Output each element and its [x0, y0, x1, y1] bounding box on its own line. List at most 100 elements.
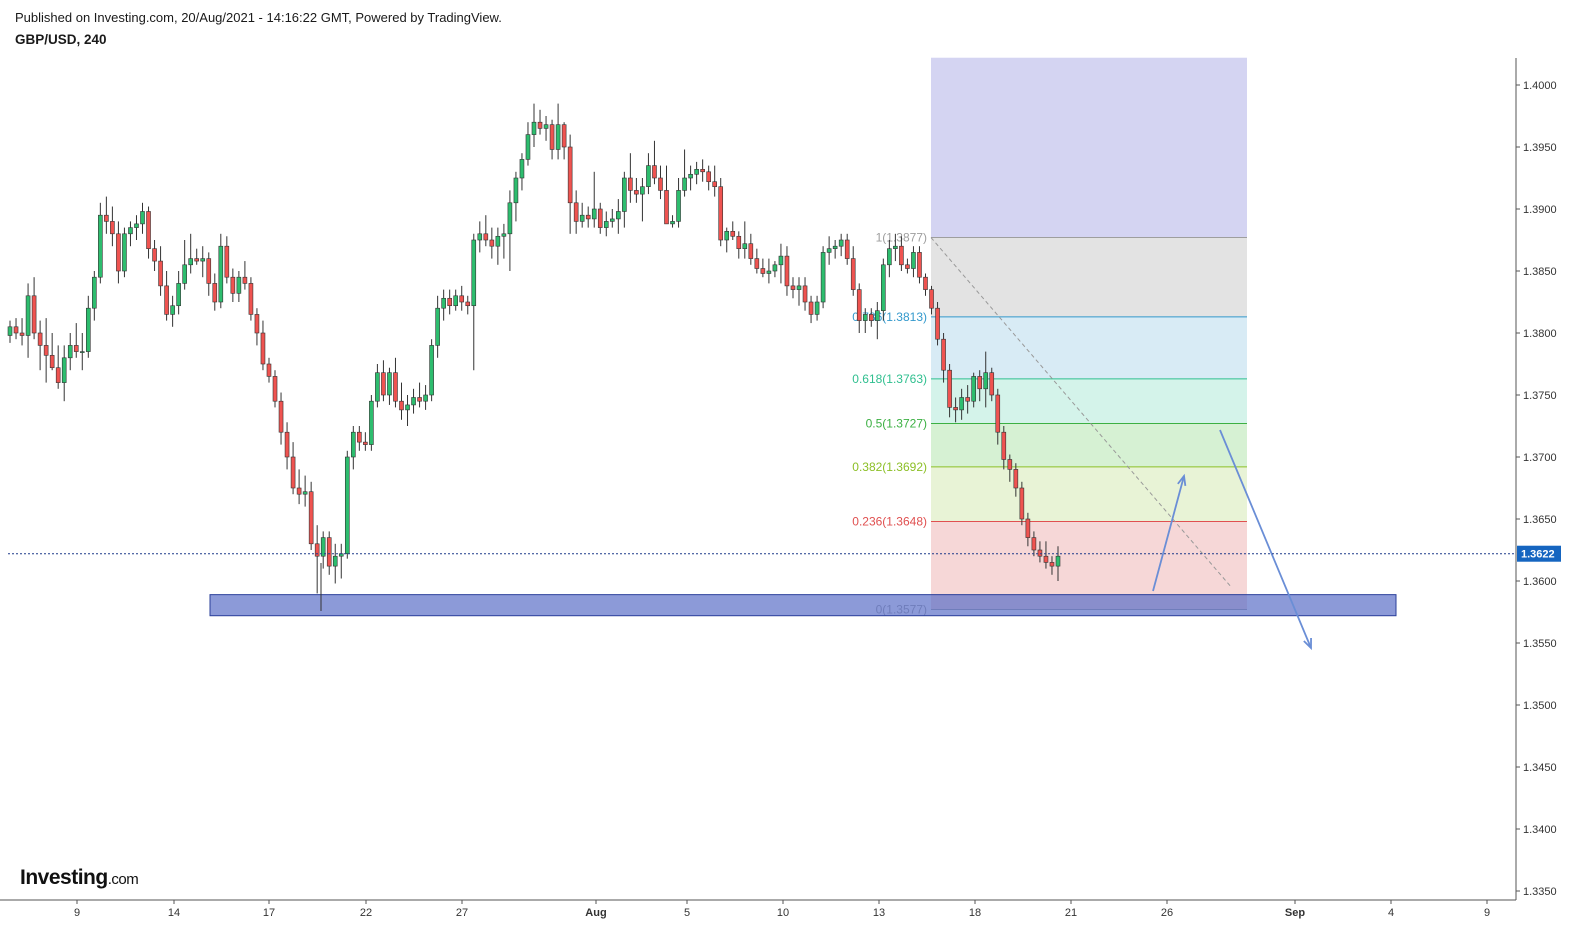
- candle: [128, 221, 133, 247]
- candle: [826, 236, 832, 265]
- candle: [790, 277, 796, 299]
- candle: [1007, 454, 1013, 482]
- candle: [284, 422, 290, 470]
- candle: [911, 246, 916, 278]
- candle: [875, 302, 880, 340]
- fibonacci-retracement[interactable]: 1(1.3877)0.786(1.3813)0.618(1.3763)0.5(1…: [852, 57, 1247, 617]
- candle: [489, 227, 495, 259]
- candle: [603, 211, 609, 237]
- candle: [164, 271, 169, 321]
- candle: [507, 190, 513, 271]
- candle: [399, 382, 404, 420]
- x-tick-label: Aug: [585, 907, 606, 919]
- candle: [609, 209, 615, 228]
- arrow-up[interactable]: [1152, 473, 1187, 592]
- candle: [98, 202, 103, 284]
- drawings-layer[interactable]: [8, 429, 1516, 651]
- candle: [122, 227, 127, 278]
- candle: [646, 153, 651, 195]
- candle: [525, 122, 531, 166]
- fib-band-3: [931, 423, 1247, 467]
- candle: [393, 357, 398, 408]
- candles-layer: [7, 103, 1061, 594]
- candle: [236, 271, 242, 302]
- candle: [465, 295, 471, 315]
- candle: [375, 364, 380, 408]
- candle: [381, 360, 386, 402]
- logo-main: Investing: [20, 866, 108, 889]
- candle: [929, 285, 934, 315]
- support-zone[interactable]: [209, 594, 1397, 617]
- candle: [332, 543, 338, 584]
- candle: [531, 103, 537, 147]
- support-zone-layer[interactable]: [209, 594, 1397, 617]
- candle: [694, 161, 699, 185]
- y-tick-label: 1.3450: [1523, 762, 1557, 774]
- candle: [736, 231, 742, 259]
- x-tick-label: 10: [777, 907, 789, 919]
- x-tick-label: 9: [74, 907, 80, 919]
- candle: [784, 246, 790, 296]
- candle: [405, 395, 410, 426]
- candle: [585, 206, 591, 228]
- fib-level-label: 0.382(1.3692): [852, 460, 927, 474]
- candle: [537, 109, 543, 135]
- candle: [344, 450, 350, 559]
- candle: [808, 295, 814, 324]
- x-tick-label: 5: [684, 907, 690, 919]
- candle: [844, 233, 850, 265]
- candle: [838, 233, 844, 257]
- y-tick-label: 1.3550: [1523, 638, 1557, 650]
- candle: [718, 178, 724, 247]
- y-tick-label: 1.3700: [1523, 452, 1557, 464]
- candle: [850, 246, 856, 296]
- candle: [242, 261, 248, 290]
- candle: [676, 178, 681, 228]
- candle: [182, 240, 187, 290]
- candle: [519, 153, 525, 191]
- candle: [19, 318, 25, 346]
- candle: [513, 171, 519, 222]
- candle: [1055, 546, 1061, 581]
- candle: [700, 159, 705, 182]
- x-tick-label: 17: [263, 907, 275, 919]
- candle: [61, 345, 67, 402]
- candle: [622, 171, 627, 228]
- candle: [176, 271, 181, 315]
- current-price-label: 1.3622: [1521, 549, 1555, 561]
- candle: [194, 248, 200, 265]
- candle: [37, 320, 43, 371]
- candle: [616, 199, 621, 234]
- candle: [134, 215, 139, 240]
- published-caption: Published on Investing.com, 20/Aug/2021 …: [15, 10, 502, 25]
- x-tick-label: 9: [1484, 907, 1490, 919]
- candle: [905, 258, 910, 274]
- candle: [802, 277, 808, 311]
- candle: [477, 221, 483, 253]
- candle: [308, 481, 314, 550]
- candle: [591, 171, 597, 228]
- candle: [887, 240, 892, 278]
- candle: [170, 295, 175, 327]
- candle: [429, 339, 434, 402]
- investing-logo: Investing.com: [20, 866, 139, 890]
- candle: [814, 295, 820, 321]
- arrow-down[interactable]: [1219, 429, 1312, 651]
- candle: [543, 116, 549, 141]
- x-tick-label: 14: [168, 907, 180, 919]
- candle: [941, 333, 946, 383]
- x-tick-label: 21: [1065, 907, 1077, 919]
- candle: [272, 370, 278, 408]
- candle: [459, 285, 465, 311]
- y-tick-label: 1.3950: [1523, 142, 1557, 154]
- candle: [146, 206, 151, 259]
- fib-band-4: [931, 466, 1247, 522]
- candle: [706, 165, 711, 191]
- candle: [495, 227, 501, 265]
- candle: [995, 388, 1001, 445]
- candle: [1031, 531, 1037, 557]
- candle: [302, 475, 308, 507]
- candle: [682, 149, 687, 197]
- candle: [923, 273, 928, 296]
